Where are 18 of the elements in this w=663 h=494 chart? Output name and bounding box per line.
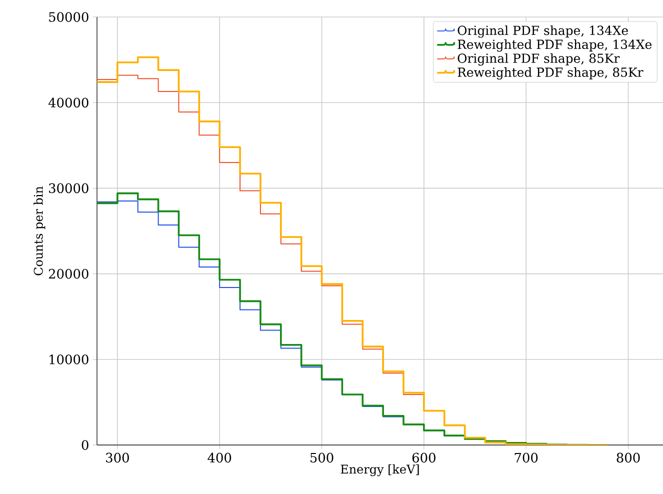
y-axis-title: Counts per bin xyxy=(34,186,46,276)
legend-label: Original PDF shape, 134Xe xyxy=(458,25,628,38)
y-tick-label: 40000 xyxy=(48,98,88,108)
y-tick-label: 0 xyxy=(82,440,88,450)
x-tick-label: 600 xyxy=(412,452,436,463)
x-axis-title: Energy [keV] xyxy=(340,464,419,476)
x-tick-label: 300 xyxy=(106,452,129,463)
y-tick-label: 50000 xyxy=(49,12,88,22)
y-tick-label: 10000 xyxy=(50,354,88,364)
legend-label: Original PDF shape, 85Kr xyxy=(458,53,620,66)
x-tick-label: 800 xyxy=(616,452,640,463)
y-tick-label: 30000 xyxy=(49,183,88,194)
legend-label: Reweighted PDF shape, 85Kr xyxy=(458,67,644,80)
legend-label: Reweighted PDF shape, 134Xe xyxy=(458,39,652,52)
x-tick-label: 700 xyxy=(514,452,538,463)
x-tick-label: 500 xyxy=(310,452,334,463)
x-tick-label: 400 xyxy=(208,452,232,463)
y-tick-label: 20000 xyxy=(48,268,88,279)
